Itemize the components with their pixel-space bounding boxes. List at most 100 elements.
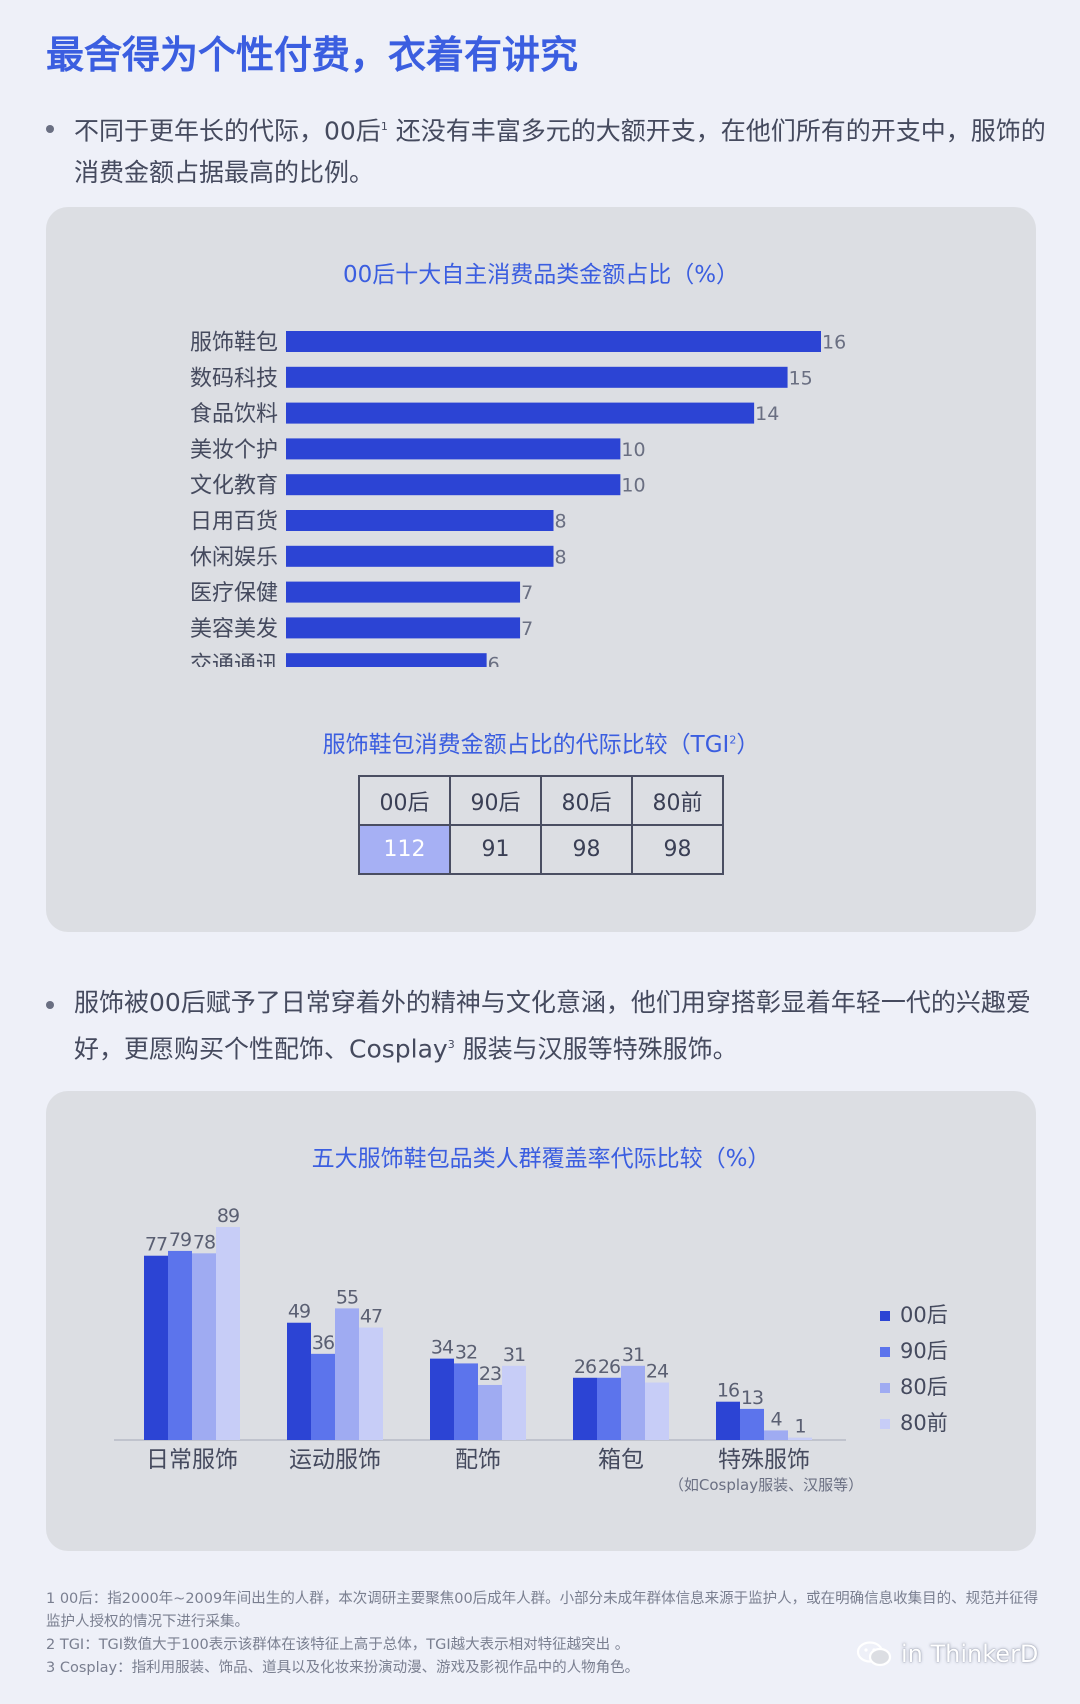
wechat-icon bbox=[856, 1641, 892, 1667]
hbar-category-label: 美妆个护 bbox=[190, 438, 278, 463]
hbar-category-label: 数码科技 bbox=[190, 366, 278, 391]
hbar-category-label: 文化教育 bbox=[190, 474, 278, 499]
hbar-category-label: 美容美发 bbox=[190, 617, 278, 642]
hbar-bar bbox=[286, 617, 521, 639]
hbar-bar bbox=[286, 581, 521, 603]
legend-swatch bbox=[880, 1419, 890, 1429]
vbar-bar bbox=[216, 1227, 240, 1440]
vbar-category-label: 箱包 bbox=[598, 1447, 644, 1473]
hbar-bar bbox=[286, 438, 621, 460]
hbar-value-label: 15 bbox=[789, 367, 813, 389]
vbar-bar bbox=[144, 1255, 168, 1440]
vbar-bar bbox=[645, 1382, 669, 1440]
vbar-bar bbox=[335, 1308, 359, 1440]
tgi-value-cell: 98 bbox=[631, 824, 724, 875]
hbar-value-label: 10 bbox=[621, 439, 645, 461]
vbar-value-label: 26 bbox=[598, 1356, 620, 1378]
vbar-category-label: 特殊服饰 bbox=[718, 1447, 810, 1473]
hbar-category-label: 服饰鞋包 bbox=[190, 331, 278, 356]
bullet-paragraph-2: 服饰被00后赋予了日常穿着外的精神与文化意涵，他们用穿搭彰显着年轻一代的兴趣爱好… bbox=[46, 982, 1046, 1070]
watermark: in ThinkerD bbox=[855, 1640, 1038, 1668]
legend-label: 80后 bbox=[900, 1375, 948, 1399]
hbar-bar bbox=[286, 474, 621, 496]
tgi-table-title: 服饰鞋包消费金额占比的代际比较（TGI2） bbox=[322, 732, 760, 758]
hbar-bar bbox=[286, 331, 821, 352]
vbar-category-label: 配饰 bbox=[455, 1447, 501, 1473]
vbar-bar bbox=[573, 1377, 597, 1440]
footnote-1: 1 00后：指2000年~2009年间出生的人群，本次调研主要聚焦00后成年人群… bbox=[46, 1591, 1039, 1630]
bullet-dot bbox=[46, 125, 54, 133]
legend-label: 00后 bbox=[900, 1303, 948, 1327]
vbar-value-label: 78 bbox=[193, 1231, 215, 1253]
hbar-value-label: 6 bbox=[488, 654, 500, 667]
vbar-bar bbox=[168, 1250, 192, 1440]
vbar-bar bbox=[716, 1401, 740, 1440]
hbar-bar bbox=[286, 653, 487, 667]
hbar-category-label: 医疗保健 bbox=[190, 581, 278, 606]
legend-label: 80前 bbox=[900, 1411, 948, 1435]
hbar-bar bbox=[286, 402, 755, 424]
vbar-bar bbox=[311, 1353, 335, 1440]
vbar-bar bbox=[502, 1365, 526, 1440]
coverage-panel: 五大服饰鞋包品类人群覆盖率代际比较（%） 77 79 78 89 日常服饰 49 36 55 4… bbox=[46, 1091, 1036, 1551]
vbar-value-label: 79 bbox=[169, 1229, 191, 1251]
vbar-value-label: 32 bbox=[455, 1341, 477, 1363]
footnotes: 1 00后：指2000年~2009年间出生的人群，本次调研主要聚焦00后成年人群… bbox=[46, 1588, 1046, 1680]
vbar-value-label: 31 bbox=[622, 1344, 644, 1366]
vbar-bar bbox=[192, 1253, 216, 1440]
page-title: 最舍得为个性付费，衣着有讲究 bbox=[46, 33, 579, 77]
vbar-bar bbox=[764, 1430, 788, 1440]
footnote-2: 2 TGI：TGI数值大于100表示该群体在该特征上高于总体，TGI越大表示相对… bbox=[46, 1637, 630, 1653]
bullet-1-text-a: 不同于更年长的代际，00后 bbox=[74, 116, 381, 146]
hbar-category-label: 休闲娱乐 bbox=[190, 545, 278, 570]
hbar-chart-title: 00后十大自主消费品类金额占比（%） bbox=[342, 262, 740, 288]
vbar-value-label: 26 bbox=[574, 1356, 596, 1378]
bullet-dot bbox=[46, 1001, 54, 1009]
vbar-bar bbox=[359, 1327, 383, 1440]
vbar-value-label: 89 bbox=[217, 1205, 239, 1227]
hbar-value-label: 10 bbox=[621, 475, 645, 497]
vbar-bar bbox=[454, 1363, 478, 1440]
vbar-value-label: 16 bbox=[717, 1380, 739, 1402]
tgi-header-row: 00后 90后 80后 80前 bbox=[358, 775, 724, 826]
hbar-bar bbox=[286, 545, 554, 567]
footnote-3: 3 Cosplay：指利用服装、饰品、道具以及化妆来扮演动漫、游戏及影视作品中的… bbox=[46, 1660, 640, 1676]
vbar-bar bbox=[287, 1322, 311, 1440]
vbar-value-label: 47 bbox=[360, 1306, 382, 1328]
bullet-1-text-b: 还没有丰富多元的大额开支，在他们所有的开支中，服饰的消费金额占据最高的比例。 bbox=[74, 116, 1046, 188]
tgi-header-cell: 80后 bbox=[540, 775, 633, 826]
vbar-value-label: 1 bbox=[794, 1416, 805, 1438]
vbar-category-label: 运动服饰 bbox=[289, 1447, 381, 1473]
hbar-value-label: 14 bbox=[755, 403, 779, 425]
hbar-category-label: 日用百货 bbox=[190, 510, 278, 535]
vbar-value-label: 34 bbox=[431, 1337, 454, 1359]
vbar-bar bbox=[740, 1408, 764, 1440]
vbar-chart-title: 五大服饰鞋包品类人群覆盖率代际比较（%） bbox=[311, 1146, 771, 1172]
tgi-table: 00后 90后 80后 80前 112 91 98 98 bbox=[358, 775, 724, 875]
legend-swatch bbox=[880, 1347, 890, 1357]
hbar-value-label: 16 bbox=[822, 332, 846, 354]
hbar-value-label: 8 bbox=[555, 511, 567, 533]
vbar-value-label: 77 bbox=[145, 1234, 167, 1256]
tgi-header-cell: 90后 bbox=[449, 775, 542, 826]
footnote-ref-3: 3 bbox=[447, 1038, 455, 1051]
tgi-header-cell: 00后 bbox=[358, 775, 451, 826]
bullet-2-text-a: 服饰被00后赋予了日常穿着外的精神与文化意涵，他们用穿搭彰显着年轻一代的兴趣爱好… bbox=[74, 988, 1031, 1064]
vbar-value-label: 49 bbox=[288, 1301, 310, 1323]
hbar-bar bbox=[286, 366, 788, 388]
tgi-value-cell: 91 bbox=[449, 824, 542, 875]
vbar-category-label: 日常服饰 bbox=[146, 1447, 238, 1473]
bullet-2-text-b: 服装与汉服等特殊服饰。 bbox=[454, 1034, 738, 1064]
tgi-header-cell: 80前 bbox=[631, 775, 724, 826]
vbar-value-label: 31 bbox=[503, 1344, 525, 1366]
legend-swatch bbox=[880, 1311, 890, 1321]
bullet-paragraph-1: 不同于更年长的代际，00后1 还没有丰富多元的大额开支，在他们所有的开支中，服饰… bbox=[46, 106, 1046, 194]
legend-label: 90后 bbox=[900, 1339, 948, 1363]
vbar-bar bbox=[621, 1365, 645, 1440]
hbar-bar bbox=[286, 510, 554, 531]
tgi-value-row: 112 91 98 98 bbox=[358, 824, 724, 875]
hbar-chart: 服饰鞋包 16 数码科技 15 食品饮料 14 美妆个护 10 文化教育 10 日用百货 8 休闲娱乐 8… bbox=[190, 331, 846, 667]
hbar-value-label: 7 bbox=[521, 582, 533, 604]
vbar-value-label: 36 bbox=[312, 1332, 334, 1354]
